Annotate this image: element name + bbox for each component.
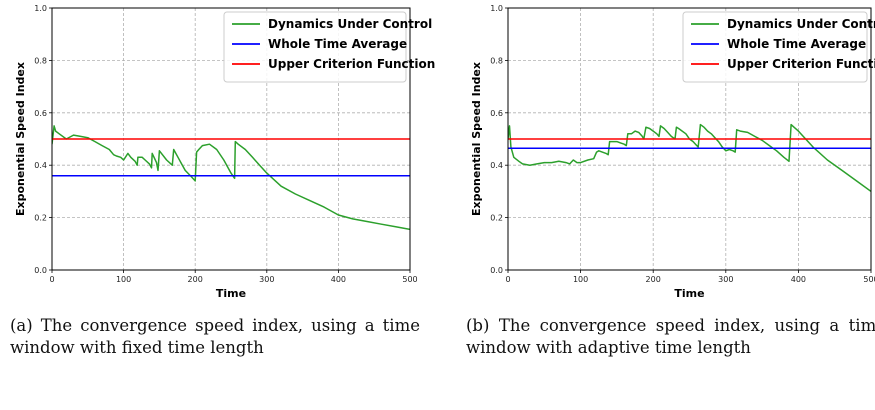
x-tick-label: 300 — [718, 275, 733, 284]
x-tick-label: 0 — [49, 275, 54, 284]
legend-entry: Upper Criterion Function — [268, 57, 435, 71]
y-tick-label: 0.6 — [490, 109, 503, 118]
y-tick-label: 0.2 — [34, 214, 47, 223]
x-tick-label: 100 — [116, 275, 131, 284]
series-line-dynamics — [52, 125, 410, 231]
legend-box — [682, 11, 868, 83]
x-tick-label: 400 — [331, 275, 346, 284]
y-tick-label: 0.8 — [34, 56, 47, 65]
caption-b: (b) The convergence speed index, using a… — [466, 316, 875, 357]
series-line-dynamics — [508, 123, 871, 193]
legend-entry: Dynamics Under Control — [727, 17, 875, 31]
plot-frame — [507, 7, 872, 271]
y-axis-label: Exponential Speed Index — [14, 62, 27, 216]
x-tick-label: 500 — [402, 275, 417, 284]
y-axis-label: Exponential Speed Index — [470, 62, 483, 216]
x-axis-label: Time — [674, 287, 704, 300]
y-tick-label: 0.4 — [490, 161, 503, 170]
legend-entry: Whole Time Average — [268, 37, 407, 51]
x-tick-label: 500 — [863, 275, 875, 284]
x-tick-label: 200 — [646, 275, 661, 284]
y-tick-label: 1.0 — [490, 4, 503, 13]
chart-a: 0 100 200 300 400 500 0.0 0.2 0.4 0.6 0.8 1.0 Time Ex… — [14, 4, 435, 300]
y-tick-label: 0.8 — [490, 56, 503, 65]
chart-b: 0 100 200 300 400 500 0.0 0.2 0.4 0.6 0.8 1.0 Time Ex… — [470, 4, 875, 300]
y-tick-label: 0.0 — [490, 266, 503, 275]
y-tick-label: 0.4 — [34, 161, 47, 170]
x-tick-label: 0 — [505, 275, 510, 284]
plot-frame — [51, 7, 411, 271]
caption-a: (a) The convergence speed index, using a… — [10, 316, 420, 357]
y-tick-label: 0.2 — [490, 214, 503, 223]
legend-entry: Dynamics Under Control — [268, 17, 432, 31]
y-tick-label: 0.0 — [34, 266, 47, 275]
x-tick-label: 200 — [188, 275, 203, 284]
x-axis-label: Time — [216, 287, 246, 300]
legend-entry: Whole Time Average — [727, 37, 866, 51]
legend-entry: Upper Criterion Function — [727, 57, 875, 71]
x-tick-label: 400 — [791, 275, 806, 284]
y-tick-label: 1.0 — [34, 4, 47, 13]
x-tick-label: 100 — [573, 275, 588, 284]
y-tick-label: 0.6 — [34, 109, 47, 118]
legend-box — [223, 11, 407, 83]
x-tick-label: 300 — [259, 275, 274, 284]
